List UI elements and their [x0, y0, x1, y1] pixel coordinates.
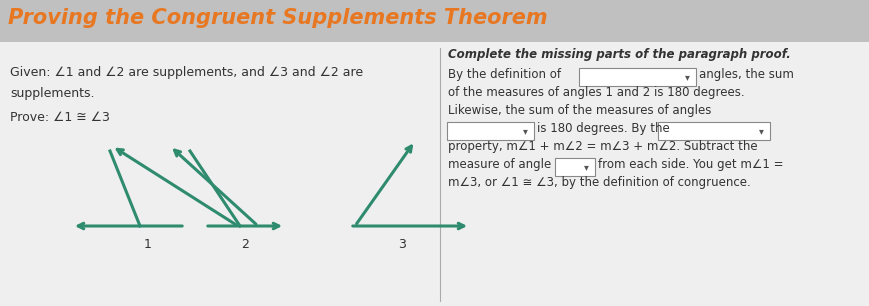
- Text: of the measures of angles 1 and 2 is 180 degrees.: of the measures of angles 1 and 2 is 180…: [448, 86, 745, 99]
- Text: property, m∠1 + m∠2 = m∠3 + m∠2. Subtract the: property, m∠1 + m∠2 = m∠3 + m∠2. Subtrac…: [448, 140, 758, 153]
- Text: measure of angle: measure of angle: [448, 158, 551, 171]
- Text: ▾: ▾: [584, 162, 588, 172]
- Text: 2: 2: [241, 238, 249, 251]
- Text: from each side. You get m∠1 =: from each side. You get m∠1 =: [598, 158, 784, 171]
- Text: Prove: ∠1 ≅ ∠3: Prove: ∠1 ≅ ∠3: [10, 111, 109, 124]
- FancyBboxPatch shape: [447, 122, 534, 140]
- Text: 3: 3: [398, 238, 406, 251]
- Text: ▾: ▾: [685, 72, 689, 82]
- Text: m∠3, or ∠1 ≅ ∠3, by the definition of congruence.: m∠3, or ∠1 ≅ ∠3, by the definition of co…: [448, 176, 751, 189]
- Text: ▾: ▾: [759, 126, 764, 136]
- Text: Proving the Congruent Supplements Theorem: Proving the Congruent Supplements Theore…: [8, 8, 547, 28]
- Text: Complete the missing parts of the paragraph proof.: Complete the missing parts of the paragr…: [448, 48, 791, 61]
- FancyBboxPatch shape: [658, 122, 770, 140]
- Text: 1: 1: [144, 238, 152, 251]
- Text: angles, the sum: angles, the sum: [699, 68, 794, 81]
- Text: is 180 degrees. By the: is 180 degrees. By the: [537, 122, 670, 135]
- FancyBboxPatch shape: [0, 42, 869, 306]
- FancyBboxPatch shape: [0, 0, 869, 42]
- Text: ▾: ▾: [522, 126, 527, 136]
- FancyBboxPatch shape: [555, 158, 595, 176]
- FancyBboxPatch shape: [579, 68, 696, 86]
- Text: By the definition of: By the definition of: [448, 68, 561, 81]
- Text: Likewise, the sum of the measures of angles: Likewise, the sum of the measures of ang…: [448, 104, 712, 117]
- Text: Given: ∠1 and ∠2 are supplements, and ∠3 and ∠2 are
supplements.: Given: ∠1 and ∠2 are supplements, and ∠3…: [10, 66, 363, 100]
